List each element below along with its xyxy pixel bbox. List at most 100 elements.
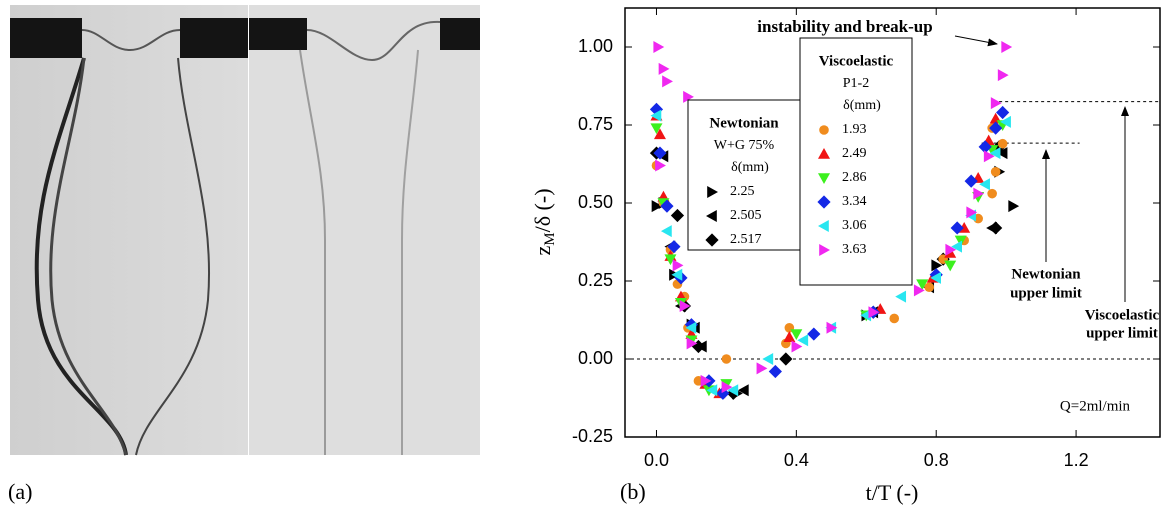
data-point: [951, 240, 962, 253]
data-point: [987, 188, 997, 199]
plot-frame: [624, 7, 1161, 438]
legend-marker: [819, 125, 829, 135]
y-tick-label: -0.25: [572, 426, 613, 446]
legend-marker: [817, 195, 831, 209]
arrow: [954, 35, 998, 47]
data-point: [990, 167, 1001, 177]
legend-subtitle: W+G 75%: [714, 138, 775, 153]
data-point: [653, 41, 665, 53]
data-point: [924, 282, 935, 293]
legend-label: 2.86: [842, 170, 867, 185]
data-point: [660, 199, 674, 213]
data-point: [672, 259, 684, 272]
data-point: [945, 243, 957, 256]
data-point: [686, 337, 698, 350]
y-axis-label: zM/δ (-): [530, 188, 558, 255]
legend-title: Newtonian: [709, 115, 779, 131]
annotation: instability and break-up: [757, 17, 932, 36]
data-point: [913, 284, 925, 297]
data-point: [973, 187, 985, 200]
data-point: [667, 240, 681, 254]
data-point: [783, 331, 796, 342]
data-point: [996, 147, 1008, 160]
data-point: [658, 62, 670, 75]
data-point: [895, 290, 907, 303]
data-point: [727, 384, 739, 397]
data-point: [989, 147, 1001, 160]
x-tick-label: 1.2: [1064, 450, 1089, 470]
data-point: [721, 381, 733, 394]
data-point: [691, 339, 706, 354]
data-point: [944, 260, 957, 272]
data-point: [1001, 41, 1013, 53]
data-point: [790, 329, 803, 341]
data-point: [679, 299, 691, 312]
data-point: [721, 354, 732, 364]
x-axis-label: t/T (-): [866, 480, 919, 505]
data-point: [797, 334, 809, 347]
y-label-part: z: [530, 246, 555, 256]
data-point: [651, 200, 663, 213]
data-point: [671, 268, 683, 281]
data-point: [930, 271, 942, 284]
data-point: [931, 259, 943, 272]
legend-marker: [819, 244, 830, 256]
data-point: [662, 75, 673, 88]
data-point: [791, 340, 803, 353]
annotation: upper limit: [1010, 285, 1082, 301]
data-point: [983, 150, 995, 163]
legend-label: 3.63: [842, 242, 867, 257]
y-tick-label: 0.25: [578, 270, 613, 290]
data-point: [978, 140, 992, 154]
legend-subtitle: P1-2: [843, 76, 869, 91]
data-point: [706, 384, 718, 397]
annotation: upper limit: [1086, 325, 1158, 341]
x-tick-label: 0.4: [784, 450, 809, 470]
legend-label: 3.06: [842, 218, 867, 233]
data-point: [807, 327, 821, 341]
data-point: [966, 206, 978, 219]
data-point: [649, 102, 664, 116]
legend-label: 2.49: [842, 146, 867, 161]
y-label-part: /δ (-): [530, 188, 555, 232]
data-point: [996, 105, 1010, 120]
data-point: [762, 353, 774, 365]
data-point: [950, 221, 964, 235]
legend-label: 3.34: [842, 194, 867, 209]
legend-marker: [707, 186, 718, 198]
legend-marker: [818, 173, 830, 184]
data-point: [670, 208, 685, 223]
legend-label: 2.505: [730, 208, 762, 223]
data-point: [1008, 200, 1020, 213]
legend-box: [799, 37, 913, 286]
annotation: Q=2ml/min: [1060, 398, 1131, 414]
data-point: [990, 97, 1002, 110]
y-tick-label: 0.00: [578, 348, 613, 368]
panel-label: (b): [620, 479, 646, 504]
y-label-part: M: [542, 232, 558, 245]
data-point: [860, 309, 872, 322]
data-point: [653, 146, 667, 160]
legend-title: Viscoelastic: [819, 53, 894, 69]
data-point: [653, 128, 666, 140]
data-point: [664, 254, 677, 266]
legend-label: 1.93: [842, 122, 867, 137]
data-point: [685, 321, 697, 334]
legend-marker: [818, 148, 830, 159]
data-point: [868, 306, 880, 319]
annotation: Viscoelastic: [1085, 307, 1160, 323]
data-point: [989, 121, 1003, 135]
data-point: [889, 313, 900, 324]
y-tick-label: 1.00: [578, 36, 613, 56]
legend-marker: [706, 210, 717, 222]
legend-marker: [705, 233, 719, 247]
data-point: [979, 178, 990, 191]
data-point: [997, 138, 1008, 149]
panel-label: (a): [8, 479, 32, 504]
legend-marker: [818, 220, 829, 232]
data-point: [683, 90, 694, 103]
y-tick-label: 0.50: [578, 192, 613, 212]
data-point: [826, 321, 838, 334]
x-tick-label: 0.8: [924, 450, 949, 470]
data-point: [700, 374, 712, 387]
